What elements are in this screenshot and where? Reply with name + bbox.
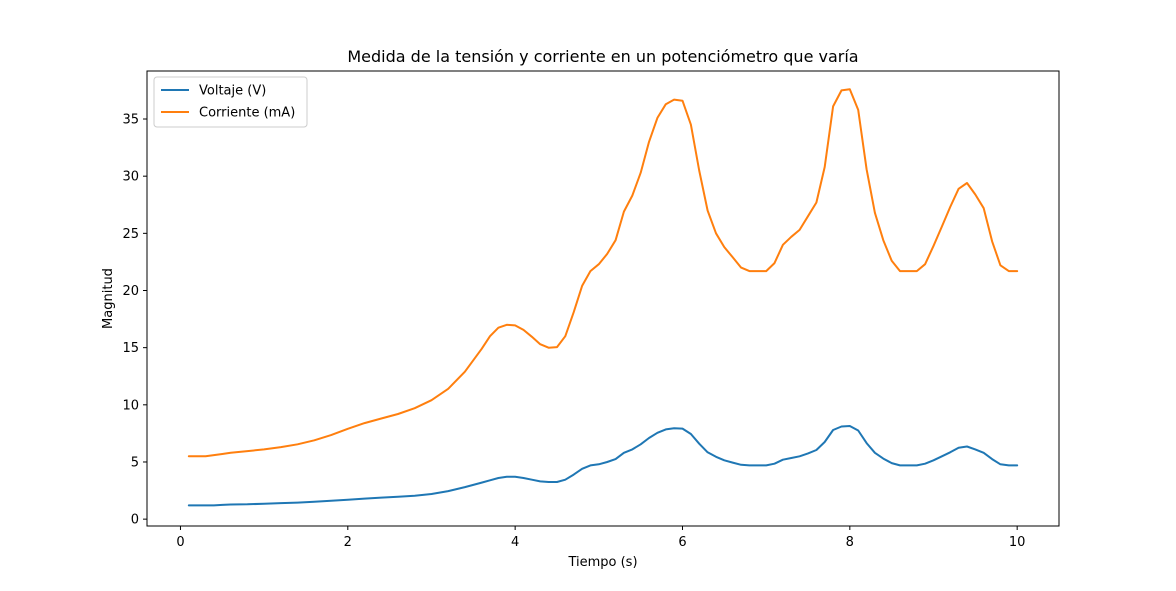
- y-axis-label: Magnitud: [101, 268, 116, 329]
- axes-frame: [146, 70, 1060, 527]
- chart-title: Medida de la tensión y corriente en un p…: [347, 47, 858, 66]
- y-axis: 0 5 10 15 20 25 30 35: [122, 113, 147, 528]
- legend: Voltaje (V) Corriente (mA): [153, 76, 308, 128]
- legend-label: Corriente (mA): [199, 106, 295, 121]
- legend-box: [153, 76, 308, 128]
- series-line-corriente: [187, 88, 1019, 458]
- x-tick-label: 8: [846, 535, 854, 550]
- x-tick-label: 2: [344, 535, 352, 550]
- y-tick-label: 20: [122, 284, 139, 299]
- y-tick-label: 30: [122, 170, 139, 185]
- x-tick-label: 4: [511, 535, 519, 550]
- x-axis-label: Tiempo (s): [567, 555, 637, 570]
- y-tick-label: 35: [122, 113, 139, 128]
- y-tick-label: 15: [122, 341, 139, 356]
- y-tick-label: 25: [122, 227, 139, 242]
- series-layer: [187, 88, 1019, 507]
- x-axis: 0 2 4 6 8 10: [176, 526, 1025, 550]
- x-tick-label: 10: [1009, 535, 1026, 550]
- x-tick-label: 6: [678, 535, 686, 550]
- y-tick-label: 5: [131, 455, 139, 470]
- x-tick-label: 0: [176, 535, 184, 550]
- y-tick-label: 10: [122, 398, 139, 413]
- legend-label: Voltaje (V): [199, 84, 266, 99]
- y-tick-label: 0: [131, 513, 139, 528]
- series-line-voltaje: [187, 425, 1019, 507]
